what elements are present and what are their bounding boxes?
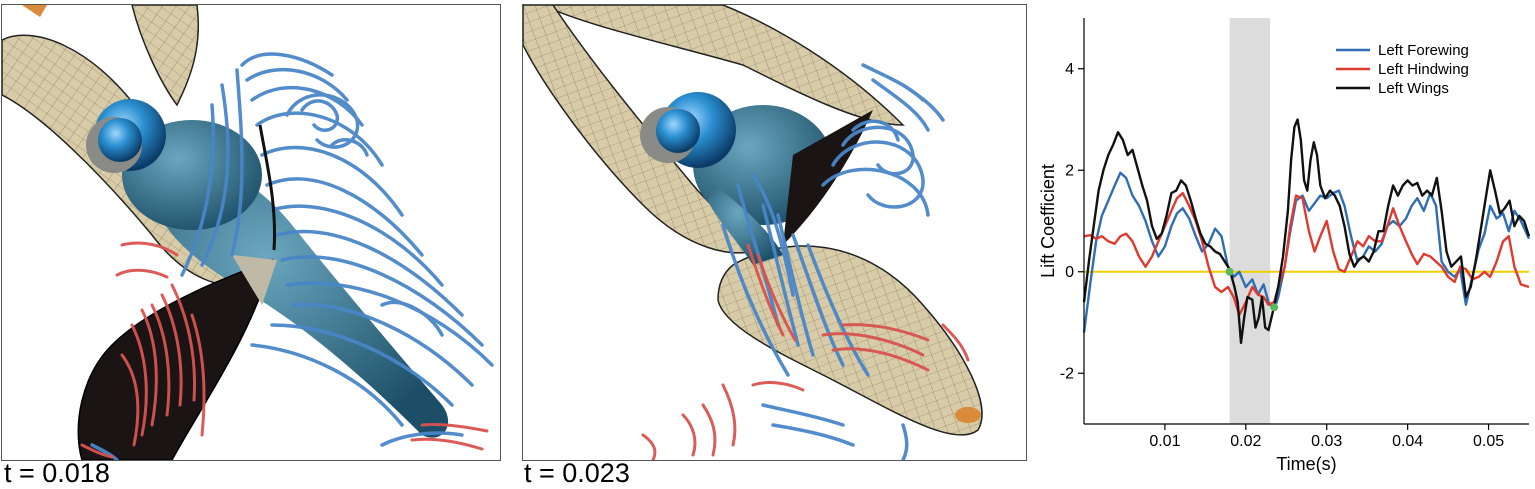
y-tick-label: 0 — [1065, 264, 1074, 281]
data-marker-0 — [1225, 267, 1234, 276]
legend-label: Left Wings — [1378, 80, 1449, 97]
series-line-left-hindwing — [1083, 191, 1530, 317]
y-axis-title: Lift Coefficient — [1038, 164, 1058, 278]
y-tick-label: 2 — [1065, 162, 1074, 179]
dragonfly-illustration-b — [523, 5, 983, 460]
x-tick-label: 0.04 — [1392, 433, 1423, 450]
forewing-shape-2 — [131, 5, 200, 107]
forewing-shape — [542, 5, 905, 126]
y-tick-label: 4 — [1065, 61, 1074, 78]
time-label-a: t = 0.018 — [4, 458, 110, 488]
y-tick-label: -2 — [1060, 365, 1074, 382]
chart-svg: -2 0 2 4 0.01 0.02 0.03 0.04 0.05 Time(s) Lift Coe… — [1038, 18, 1531, 474]
legend-label: Left Forewing — [1378, 42, 1469, 59]
chart-canvas: -2 0 2 4 0.01 0.02 0.03 0.04 0.05 Time(s) Lift Coe… — [1036, 0, 1535, 489]
time-label-b: t = 0.023 — [524, 458, 630, 488]
x-tick-label: 0.03 — [1311, 433, 1342, 450]
hindwing-dark-shape — [783, 110, 873, 245]
flow-visualization-panel-b — [522, 4, 1027, 461]
x-tick-label: 0.01 — [1149, 433, 1180, 450]
legend-label: Left Hindwing — [1378, 61, 1469, 78]
dragonfly-illustration-a — [2, 5, 494, 460]
lift-coefficient-chart: -2 0 2 4 0.01 0.02 0.03 0.04 0.05 Time(s) Lift Coe… — [1036, 0, 1535, 489]
x-tick-label: 0.05 — [1473, 433, 1504, 450]
hindwing-dark-shape — [77, 258, 274, 460]
series-line-left-wings — [1082, 118, 1531, 344]
data-marker-1 — [1270, 303, 1279, 312]
x-tick-label: 0.02 — [1230, 433, 1261, 450]
highlight-band — [1229, 18, 1271, 424]
flow-visualization-panel-a — [1, 4, 501, 461]
x-axis-title: Time(s) — [1276, 454, 1336, 474]
series-line-left-forewing — [1082, 171, 1531, 333]
